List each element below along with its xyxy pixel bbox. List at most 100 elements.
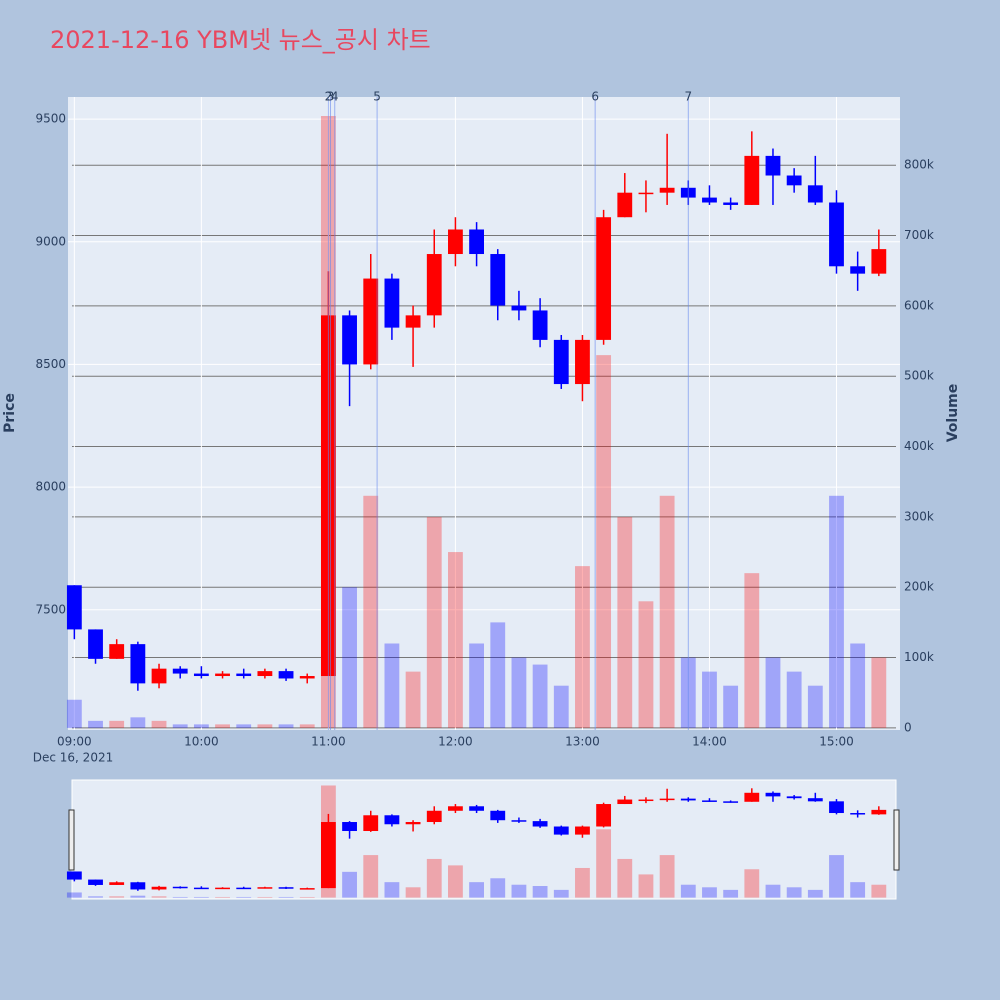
- y2-tick-label: 200k: [904, 580, 934, 594]
- volume-bar: [426, 858, 442, 898]
- volume-bar: [448, 865, 463, 898]
- volume-bar: [807, 685, 823, 728]
- candle-body: [617, 192, 633, 218]
- volume-bar: [850, 643, 866, 728]
- y2-tick-label: 700k: [904, 228, 934, 242]
- candle-body: [638, 192, 654, 195]
- candle-body: [490, 810, 506, 821]
- volume-bar: [257, 896, 273, 898]
- y2-tick-label: 0: [904, 720, 912, 734]
- candle-body: [744, 155, 760, 205]
- volume-bar: [850, 882, 866, 898]
- chart-title: 2021-12-16 YBM넷 뉴스_공시 차트: [50, 26, 431, 54]
- x-tick-label: 09:00: [57, 735, 92, 749]
- y2-tick-label: 800k: [904, 158, 934, 172]
- candle-body: [850, 813, 866, 815]
- candle-body: [88, 879, 103, 885]
- candle-body: [405, 315, 421, 328]
- candle-body: [829, 801, 844, 814]
- volume-bar: [469, 882, 484, 898]
- event-label: 4: [331, 90, 339, 104]
- volume-bar: [236, 724, 252, 728]
- candle-body: [448, 229, 463, 255]
- y2-axis-label: Volume: [945, 384, 961, 443]
- y-tick-label: 8500: [35, 357, 66, 371]
- volume-bar: [532, 664, 548, 728]
- x-tick-label: 11:00: [311, 735, 346, 749]
- volume-bar: [215, 724, 230, 728]
- volume-bar: [66, 892, 82, 898]
- event-label: 3: [327, 90, 335, 104]
- volume-bar: [829, 855, 844, 898]
- volume-bar: [405, 671, 421, 728]
- range-handle[interactable]: [893, 809, 900, 871]
- volume-bar: [66, 699, 82, 728]
- volume-bar: [575, 867, 590, 898]
- volume-bar: [638, 601, 654, 728]
- plot-area: [68, 97, 900, 730]
- volume-bar: [659, 855, 675, 898]
- volume-bar: [405, 887, 421, 898]
- volume-bar: [215, 896, 230, 898]
- volume-bar: [130, 895, 146, 898]
- candle-body: [702, 197, 717, 203]
- volume-bar: [278, 896, 294, 898]
- volume-bar: [680, 884, 696, 898]
- volume-bar: [193, 896, 209, 898]
- volume-bar: [193, 724, 209, 728]
- candle-body: [426, 810, 442, 823]
- candle-body: [109, 882, 125, 885]
- candle-body: [405, 822, 421, 825]
- candle-body: [130, 644, 146, 684]
- candle-body: [342, 315, 357, 365]
- x-tick-label: 14:00: [692, 735, 727, 749]
- volume-bar: [702, 887, 717, 898]
- candle-body: [659, 798, 675, 801]
- candle-body: [596, 217, 612, 340]
- volume-bar: [469, 643, 484, 728]
- candle-body: [469, 806, 484, 811]
- candle-body: [278, 671, 294, 679]
- candle-body: [744, 792, 760, 802]
- volume-bar: [532, 886, 548, 898]
- volume-bar: [363, 495, 379, 728]
- candle-body: [871, 249, 887, 274]
- candle-body: [426, 254, 442, 316]
- candle-body: [511, 305, 527, 311]
- candle-body: [257, 671, 273, 677]
- candle-body: [617, 799, 633, 805]
- candle-body: [575, 826, 590, 835]
- volume-bar: [596, 829, 612, 898]
- volume-bar: [723, 685, 739, 728]
- volume-bar: [871, 657, 887, 728]
- candle-body: [786, 175, 802, 186]
- volume-bar: [490, 878, 506, 898]
- volume-bar: [109, 896, 125, 898]
- candle-body: [193, 887, 209, 890]
- volume-bar: [448, 552, 463, 728]
- volume-bar: [723, 889, 739, 898]
- y-tick-label: 9500: [35, 112, 66, 126]
- candle-body: [765, 792, 781, 797]
- volume-bar: [172, 896, 188, 898]
- candle-body: [66, 585, 82, 630]
- volume-bar: [278, 724, 294, 728]
- candle-body: [723, 801, 739, 803]
- range-handle[interactable]: [68, 809, 75, 871]
- candle-body: [702, 800, 717, 802]
- volume-bar: [744, 573, 760, 728]
- candle-body: [469, 229, 484, 255]
- candle-body: [553, 826, 569, 835]
- candle-body: [596, 804, 612, 827]
- event-label: 5: [373, 90, 381, 104]
- candle-body: [278, 887, 294, 889]
- volume-bar: [299, 724, 315, 728]
- candle-body: [257, 887, 273, 889]
- candle-body: [829, 202, 844, 267]
- candle-body: [490, 254, 506, 306]
- candle-body: [299, 676, 315, 679]
- candle-body: [786, 796, 802, 799]
- volume-bar: [342, 871, 357, 898]
- volume-bar: [553, 889, 569, 898]
